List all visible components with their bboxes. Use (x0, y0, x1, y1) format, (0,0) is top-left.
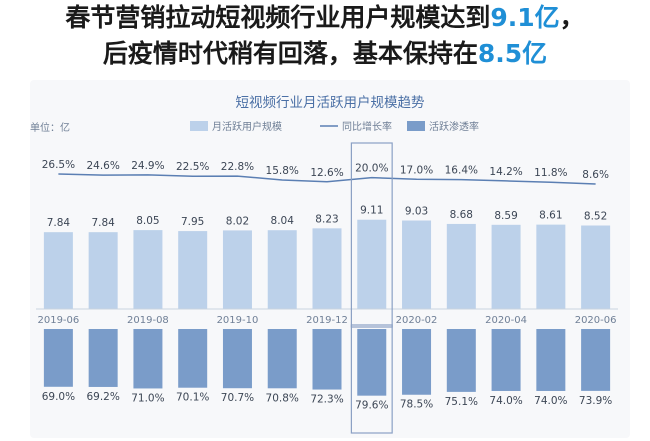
bar-mau-2020-01 (357, 219, 387, 309)
headline-line-2-highlight: 8.5亿 (477, 39, 548, 68)
bar-mau-label: 8.04 (271, 215, 295, 227)
bar-mau-label: 9.03 (405, 206, 428, 218)
bar-mau-2019-08 (133, 230, 163, 309)
bar-penetration-label: 70.1% (176, 392, 209, 404)
bar-mau-2019-12 (312, 228, 342, 309)
bar-mau-label: 8.23 (315, 213, 338, 225)
line-growth-label: 12.6% (310, 167, 343, 179)
bar-mau-2019-07 (88, 232, 118, 309)
highlight-box-lower (350, 324, 393, 434)
bar-mau-2020-05 (536, 224, 566, 309)
legend-swatch-1 (190, 121, 208, 131)
bar-penetration-label: 70.7% (221, 392, 254, 404)
chart: 短视频行业月活跃用户规模趋势单位：亿月活跃用户规模同比增长率活跃渗透率05101… (30, 94, 618, 434)
headline-line-1-suffix: ， (559, 3, 585, 32)
bar-mau-label: 7.84 (47, 217, 71, 229)
bar-penetration-2019-10 (222, 329, 252, 389)
bar-mau-2020-06 (581, 225, 611, 309)
bar-penetration-2020-01 (357, 329, 387, 396)
bar-penetration-label: 72.3% (310, 394, 343, 406)
bar-penetration-label: 73.9% (579, 395, 612, 407)
bar-mau-2020-03 (446, 223, 476, 309)
bar-mau-2020-02 (402, 220, 432, 309)
headline-line-1: 春节营销拉动短视频行业用户规模达到9.1亿， (0, 2, 650, 34)
bar-penetration-2020-03 (446, 329, 476, 392)
line-growth-label: 24.9% (131, 160, 164, 172)
highlight-box-upper (350, 142, 393, 328)
bar-penetration-label: 70.8% (266, 392, 299, 404)
bar-mau-label: 8.61 (539, 210, 562, 222)
x-tick-label: 2020-02 (396, 315, 438, 326)
bar-mau-label: 8.02 (226, 215, 249, 227)
headline-line-1-highlight: 9.1亿 (490, 3, 560, 32)
unit-label: 单位：亿 (30, 121, 70, 134)
line-growth-label: 22.8% (221, 161, 254, 173)
legend-swatch-3 (407, 121, 425, 131)
bar-penetration-label: 74.0% (489, 395, 522, 407)
line-growth-label: 22.5% (176, 161, 209, 173)
bar-penetration-label: 74.0% (534, 395, 567, 407)
bar-penetration-2020-04 (491, 329, 521, 391)
line-growth-label: 17.0% (400, 164, 433, 176)
bar-mau-2019-06 (43, 232, 73, 309)
bar-penetration-2019-08 (133, 329, 163, 389)
headline-line-2: 后疫情时代稍有回落，基本保持在8.5亿 (0, 38, 650, 70)
line-growth-label: 14.2% (489, 166, 522, 178)
bar-mau-2019-11 (267, 230, 297, 309)
bar-penetration-label: 69.0% (42, 391, 75, 403)
bar-mau-label: 8.59 (494, 210, 517, 222)
bar-mau-2020-04 (491, 224, 521, 309)
x-tick-label: 2019-06 (37, 315, 79, 326)
bar-penetration-label: 69.2% (86, 391, 119, 403)
bar-mau-2019-09 (178, 231, 208, 309)
bar-penetration-2020-02 (402, 329, 432, 395)
line-growth-label: 15.8% (266, 165, 299, 177)
chart-panel: 短视频行业月活跃用户规模趋势单位：亿月活跃用户规模同比增长率活跃渗透率05101… (30, 80, 630, 438)
bar-penetration-label: 71.0% (131, 392, 164, 404)
chart-title: 短视频行业月活跃用户规模趋势 (236, 94, 425, 111)
line-growth-label: 26.5% (42, 159, 75, 171)
legend-label-1: 月活跃用户规模 (212, 120, 282, 133)
legend-label-3: 活跃渗透率 (429, 120, 479, 133)
bar-mau-label: 8.52 (584, 211, 607, 223)
bar-penetration-2019-11 (267, 329, 297, 389)
line-growth-label: 11.8% (534, 167, 567, 179)
x-tick-label: 2019-08 (127, 315, 169, 326)
bar-mau-2019-10 (222, 230, 252, 309)
x-tick-label: 2020-04 (485, 315, 527, 326)
line-growth (58, 173, 596, 185)
bar-mau-label: 8.68 (450, 209, 473, 221)
x-tick-label: 2019-10 (217, 315, 259, 326)
bar-mau-label: 8.05 (136, 215, 159, 227)
line-growth-label: 8.6% (582, 169, 609, 181)
bar-penetration-2019-09 (178, 329, 208, 388)
bar-penetration-2019-12 (312, 329, 342, 390)
bar-penetration-2019-07 (88, 329, 118, 387)
bar-penetration-label: 75.1% (445, 396, 478, 408)
x-tick-label: 2019-12 (306, 315, 348, 326)
bar-mau-label: 9.11 (360, 205, 383, 217)
bar-mau-label: 7.84 (91, 217, 115, 229)
legend-label-2: 同比增长率 (342, 120, 392, 133)
bar-penetration-2020-05 (536, 329, 566, 391)
bar-penetration-label: 79.6% (355, 400, 388, 412)
bar-penetration-2019-06 (43, 329, 73, 387)
bar-mau-label: 7.95 (181, 216, 204, 228)
headline-line-2-text: 后疫情时代稍有回落，基本保持在 (102, 39, 478, 68)
line-growth-label: 16.4% (445, 165, 478, 177)
bar-penetration-2020-06 (581, 329, 611, 391)
headline-line-1-text: 春节营销拉动短视频行业用户规模达到 (65, 3, 491, 32)
line-growth-label: 24.6% (86, 160, 119, 172)
bar-penetration-label: 78.5% (400, 399, 433, 411)
line-growth-label: 20.0% (355, 163, 388, 175)
x-tick-label: 2020-06 (575, 315, 617, 326)
